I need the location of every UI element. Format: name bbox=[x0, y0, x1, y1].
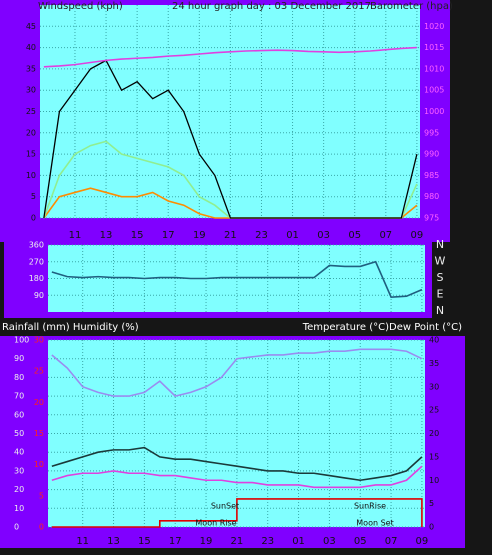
x-tick-label: 19 bbox=[200, 536, 213, 547]
y-tick-label: 60 bbox=[14, 410, 24, 419]
series-line bbox=[51, 465, 423, 489]
y-tick-label: 1000 bbox=[424, 107, 444, 116]
y-tick-label: 90 bbox=[34, 291, 44, 300]
annotation: SunRise bbox=[354, 502, 386, 511]
chart-title: 24 hour graph day : 03 December 2017 bbox=[172, 1, 371, 12]
x-tick-label: 15 bbox=[131, 230, 144, 241]
y-tick-label: 0 bbox=[429, 523, 434, 532]
y2-axis-label: Barometer (hpa) bbox=[370, 1, 453, 12]
x-tick-label: 09 bbox=[411, 230, 424, 241]
y-tick-label: 10 bbox=[14, 504, 24, 513]
x-tick-label: 03 bbox=[323, 536, 336, 547]
y-tick-label: 1005 bbox=[424, 86, 444, 95]
y-tick-label: 35 bbox=[429, 359, 439, 368]
x-tick-label: 05 bbox=[354, 536, 367, 547]
series-line bbox=[51, 446, 423, 482]
y-tick-label: 1015 bbox=[424, 43, 444, 52]
x-tick-label: 15 bbox=[138, 536, 151, 547]
y-tick-label: 980 bbox=[424, 192, 439, 201]
compass-label: E bbox=[437, 288, 444, 301]
y-tick-label: 70 bbox=[14, 392, 24, 401]
x-tick-label: 17 bbox=[169, 536, 182, 547]
y-tick-label: 40 bbox=[26, 43, 36, 52]
y-axis-label: Rainfall (mm) Humidity (%) bbox=[2, 322, 139, 333]
series-line bbox=[51, 260, 423, 298]
y-tick-label: 15 bbox=[34, 429, 44, 438]
x-tick-label: 13 bbox=[107, 536, 120, 547]
y-tick-label: 20 bbox=[14, 485, 24, 494]
y-tick-label: 1010 bbox=[424, 64, 444, 73]
y-tick-label: 975 bbox=[424, 214, 439, 223]
y-tick-label: 25 bbox=[34, 367, 44, 376]
series-line bbox=[51, 348, 423, 397]
y-tick-label: 80 bbox=[14, 373, 24, 382]
y-tick-label: 30 bbox=[429, 382, 439, 391]
y-tick-label: 90 bbox=[14, 354, 24, 363]
y-tick-label: 20 bbox=[34, 398, 44, 407]
compass-label: N bbox=[436, 304, 444, 317]
y-tick-label: 25 bbox=[429, 406, 439, 415]
y-tick-label: 1020 bbox=[424, 22, 444, 31]
y-tick-label: 995 bbox=[424, 128, 439, 137]
y-tick-label: 0 bbox=[39, 523, 44, 532]
x-tick-label: 01 bbox=[292, 536, 305, 547]
compass-label: W bbox=[435, 255, 446, 268]
x-tick-label: 07 bbox=[379, 230, 392, 241]
x-tick-label: 09 bbox=[416, 536, 429, 547]
y-tick-label: 10 bbox=[429, 476, 439, 485]
y-tick-label: 30 bbox=[14, 466, 24, 475]
y-tick-label: 15 bbox=[26, 150, 36, 159]
y-tick-label: 5 bbox=[429, 499, 434, 508]
y-tick-label: 5 bbox=[39, 491, 44, 500]
y-tick-label: 20 bbox=[429, 429, 439, 438]
x-tick-label: 23 bbox=[255, 230, 268, 241]
x-tick-label: 07 bbox=[385, 536, 398, 547]
y-tick-label: 50 bbox=[14, 429, 24, 438]
annotation: Moon Set bbox=[356, 519, 393, 528]
y-tick-label: 20 bbox=[26, 128, 36, 137]
compass-label: N bbox=[436, 238, 444, 251]
y-tick-label: 15 bbox=[429, 452, 439, 461]
y2-axis-label: Temperature (°C)Dew Point (°C) bbox=[302, 322, 462, 333]
y-tick-label: 180 bbox=[29, 274, 44, 283]
x-tick-label: 19 bbox=[193, 230, 206, 241]
y-tick-label: 10 bbox=[26, 171, 36, 180]
y-tick-label: 270 bbox=[29, 257, 44, 266]
y-tick-label: 45 bbox=[26, 22, 36, 31]
y-tick-label: 360 bbox=[29, 241, 44, 250]
y-tick-label: 5 bbox=[31, 192, 36, 201]
x-tick-label: 21 bbox=[231, 536, 244, 547]
x-tick-label: 11 bbox=[76, 536, 89, 547]
annotation: SunSet bbox=[211, 502, 239, 511]
x-tick-label: 11 bbox=[69, 230, 82, 241]
annotation: Moon Rise bbox=[195, 519, 236, 528]
x-tick-label: 01 bbox=[286, 230, 299, 241]
y-tick-label: 0 bbox=[31, 214, 36, 223]
y-tick-label: 990 bbox=[424, 150, 439, 159]
y-tick-label: 25 bbox=[26, 107, 36, 116]
x-tick-label: 21 bbox=[224, 230, 237, 241]
x-tick-label: 17 bbox=[162, 230, 175, 241]
series-line bbox=[43, 46, 417, 68]
compass-label: S bbox=[437, 271, 444, 284]
y-tick-label: 30 bbox=[26, 86, 36, 95]
x-tick-label: 23 bbox=[261, 536, 274, 547]
y-tick-label: 40 bbox=[14, 448, 24, 457]
y-tick-label: 35 bbox=[26, 64, 36, 73]
y-tick-label: 40 bbox=[429, 336, 439, 345]
y-tick-label: 30 bbox=[34, 336, 44, 345]
x-tick-label: 13 bbox=[100, 230, 113, 241]
y-tick-label: 0 bbox=[14, 523, 19, 532]
series-line bbox=[51, 498, 423, 528]
y-tick-label: 100 bbox=[14, 336, 29, 345]
y-tick-label: 10 bbox=[34, 460, 44, 469]
x-tick-label: 05 bbox=[348, 230, 361, 241]
y-tick-label: 985 bbox=[424, 171, 439, 180]
y-axis-label: Windspeed (kph) bbox=[38, 1, 123, 12]
x-tick-label: 03 bbox=[317, 230, 330, 241]
